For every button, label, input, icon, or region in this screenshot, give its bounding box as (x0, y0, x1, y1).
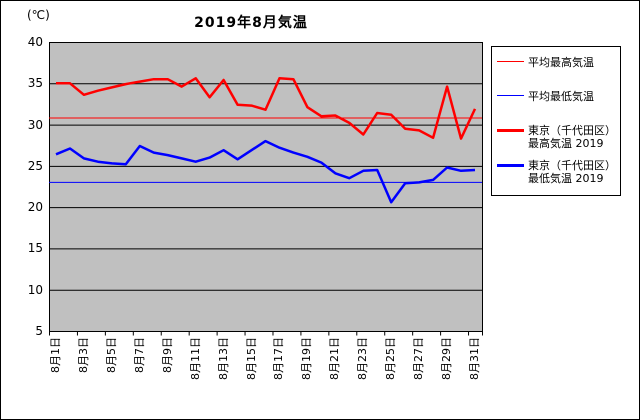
legend-item-tokyo-max-2019: 東京（千代田区） 最高気温 2019 (497, 124, 618, 150)
legend-label-tokyo-min-2019: 東京（千代田区） 最低気温 2019 (528, 159, 616, 185)
legend-item-tokyo-min-2019: 東京（千代田区） 最低気温 2019 (497, 159, 618, 185)
x-axis-label-23: 8月23日 (356, 337, 370, 380)
x-axis-label-9: 8月9日 (160, 337, 174, 373)
legend-line-sample-avg-max (497, 61, 524, 62)
legend-line-sample-tokyo-max-2019 (497, 129, 524, 132)
y-axis-label-10: 10 (27, 282, 43, 297)
x-axis-label-19: 8月19日 (300, 337, 314, 380)
x-axis-label-29: 8月29日 (440, 337, 454, 380)
y-axis-label-25: 25 (27, 158, 43, 173)
x-axis-label-31: 8月31日 (468, 337, 482, 380)
legend-label-avg-max: 平均最高気温 (528, 56, 594, 69)
x-axis-label-15: 8月15日 (244, 337, 258, 380)
series-line-tokyo-min-2019 (55, 139, 476, 204)
y-axis-label-15: 15 (27, 241, 43, 256)
x-axis-label-17: 8月17日 (272, 337, 286, 380)
plot-svg (49, 42, 483, 336)
y-axis-label-35: 35 (27, 76, 43, 91)
y-axis-label-40: 40 (27, 35, 43, 49)
x-axis-label-21: 8月21日 (328, 337, 342, 380)
x-axis-label-1: 8月1日 (48, 337, 62, 373)
legend-label-tokyo-max-2019: 東京（千代田区） 最高気温 2019 (528, 124, 616, 150)
x-axis-label-25: 8月25日 (384, 337, 398, 380)
legend-box: 平均最高気温 平均最低気温東京（千代田区） 最高気温 2019 東京（千代田区） 最… (491, 46, 621, 196)
plot-area (49, 42, 483, 342)
legend-item-avg-min: 平均最低気温 (497, 90, 618, 103)
celsius-unit-label: (℃) (27, 8, 50, 22)
x-axis-label-5: 8月5日 (104, 337, 118, 373)
legend-item-avg-max: 平均最高気温 (497, 56, 618, 69)
legend-line-sample-tokyo-min-2019 (497, 164, 524, 167)
plot-background (49, 42, 483, 332)
x-axis-label-3: 8月3日 (76, 337, 90, 373)
legend-label-avg-min: 平均最低気温 (528, 90, 594, 103)
legend-line-sample-avg-min (497, 95, 524, 96)
series-line-tokyo-max-2019 (56, 77, 477, 140)
y-axis-label-30: 30 (27, 117, 43, 132)
chart-title: 2019年8月気温 (194, 15, 308, 31)
x-axis-label-7: 8月7日 (132, 337, 146, 373)
y-axis-label-20: 20 (27, 200, 43, 215)
x-axis-label-11: 8月11日 (188, 337, 202, 380)
x-axis-label-27: 8月27日 (412, 337, 426, 380)
x-axis-label-13: 8月13日 (216, 337, 230, 380)
y-axis-label-5: 5 (35, 324, 43, 338)
